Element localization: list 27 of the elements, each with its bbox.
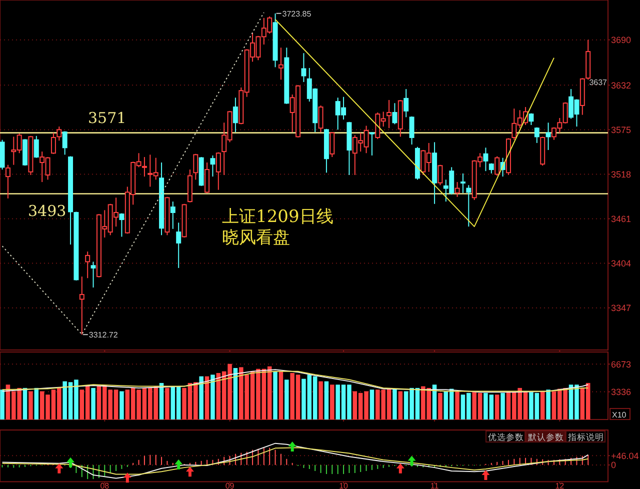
y-tick-label: 3347: [611, 303, 632, 314]
y-tick-label: 3404: [611, 258, 632, 268]
ref-line-label: 3571: [88, 108, 126, 127]
annotation: 优选参数: [488, 432, 524, 442]
x-tick-label: 11: [430, 482, 440, 489]
y-tick-label: 3632: [611, 80, 632, 90]
y-tick-label: 3461: [611, 214, 632, 224]
annotation: 3723.85: [282, 9, 312, 18]
annotation: 3312.72: [88, 330, 118, 340]
y-tick-label: +46.04: [611, 450, 639, 461]
y-tick-label: 0: [611, 460, 616, 470]
y-tick-label: 3575: [611, 124, 632, 135]
annotation: 3637: [589, 78, 608, 87]
x-tick-label: 09: [225, 482, 235, 489]
y-tick-label: 3690: [611, 35, 632, 46]
x-tick-label: 08: [100, 482, 110, 489]
y-tick-label: 3336: [611, 387, 632, 398]
annotation: 指标说明: [567, 432, 604, 442]
annotation: 默认参数: [527, 432, 564, 442]
x-tick-label: 10: [339, 482, 349, 489]
annotation: 上证1209日线: [222, 207, 334, 227]
y-tick-label: 3518: [611, 169, 632, 180]
y-tick-label: 6673: [611, 359, 632, 370]
ref-line-label: 3493: [28, 202, 66, 220]
x-tick-label: 12: [555, 482, 565, 489]
annotation: 晓风看盘: [222, 228, 290, 248]
text: X10: [612, 410, 627, 420]
